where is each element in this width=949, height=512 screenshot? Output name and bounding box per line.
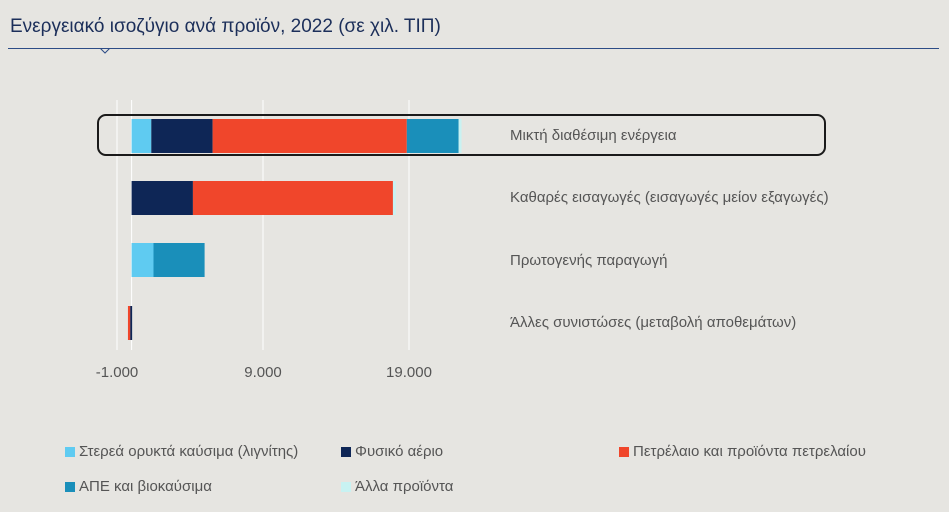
x-tick-label: 19.000 <box>386 364 432 381</box>
legend-label: Φυσικό αέριο <box>355 443 444 460</box>
legend-swatch <box>341 481 351 492</box>
bar-segment <box>130 306 133 340</box>
x-tick-label: 9.000 <box>244 364 282 381</box>
category-label: Πρωτογενής παραγωγή <box>510 252 668 269</box>
legend-item: ΑΠΕ και βιοκαύσιμα <box>65 478 212 495</box>
x-tick-label: -1.000 <box>95 364 139 381</box>
category-label: Μικτή διαθέσιμη ενέργεια <box>510 127 677 144</box>
legend-item: Άλλα προϊόντα <box>341 478 453 495</box>
legend-swatch <box>619 446 629 457</box>
bar-segment <box>458 119 462 153</box>
bar-segment <box>131 119 152 153</box>
legend-label: Πετρέλαιο και προϊόντα πετρελαίου <box>633 443 866 460</box>
legend-swatch <box>65 446 75 457</box>
bar-segment <box>131 243 154 277</box>
legend-item: Πετρέλαιο και προϊόντα πετρελαίου <box>619 443 866 460</box>
bar-segment <box>131 181 193 215</box>
chart-title: Ενεργειακό ισοζύγιο ανά προϊόν, 2022 (σε… <box>10 16 441 37</box>
bar-segment <box>192 181 393 215</box>
bar-segment <box>151 119 213 153</box>
legend-item: Στερεά ορυκτά καύσιμα (λιγνίτης) <box>65 443 298 460</box>
title-notch-marker <box>100 48 110 54</box>
legend-item: Φυσικό αέριο <box>341 443 443 460</box>
bar-segment <box>127 306 131 340</box>
legend-label: ΑΠΕ και βιοκαύσιμα <box>79 478 212 495</box>
legend-label: Στερεά ορυκτά καύσιμα (λιγνίτης) <box>79 443 299 460</box>
bar-segment <box>406 119 459 153</box>
category-label: Άλλες συνιστώσες (μεταβολή αποθεμάτων) <box>510 314 797 331</box>
legend-swatch <box>65 481 75 492</box>
category-label: Καθαρές εισαγωγές (εισαγωγές μείον εξαγω… <box>510 189 829 206</box>
title-underline <box>8 48 939 49</box>
bar-segment <box>392 181 396 215</box>
legend-swatch <box>341 446 351 457</box>
bar-segment <box>153 243 205 277</box>
legend-label: Άλλα προϊόντα <box>355 478 454 495</box>
highlight-frame <box>97 114 826 156</box>
bar-segment <box>212 119 407 153</box>
